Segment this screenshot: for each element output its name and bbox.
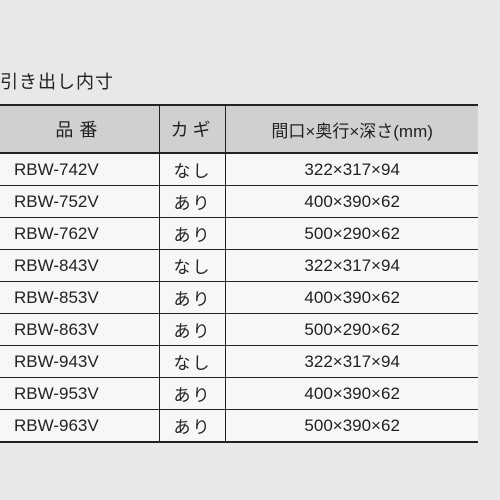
- cell-key: なし: [159, 153, 226, 186]
- table-header-row: 品番 カギ 間口×奥行×深さ(mm): [0, 105, 478, 153]
- table-body: RBW-742V なし 322×317×94 RBW-752V あり 400×3…: [0, 153, 478, 442]
- cell-key: あり: [159, 314, 226, 346]
- cell-key: あり: [159, 378, 226, 410]
- cell-dim: 322×317×94: [226, 250, 478, 282]
- cell-model: RBW-943V: [0, 346, 159, 378]
- cell-key: あり: [159, 410, 226, 443]
- cell-dim: 400×390×62: [226, 186, 478, 218]
- col-header-model: 品番: [0, 105, 159, 153]
- cell-model: RBW-863V: [0, 314, 159, 346]
- table-row: RBW-943V なし 322×317×94: [0, 346, 478, 378]
- table-row: RBW-853V あり 400×390×62: [0, 282, 478, 314]
- cell-key: あり: [159, 186, 226, 218]
- cell-model: RBW-762V: [0, 218, 159, 250]
- cell-dim: 500×390×62: [226, 410, 478, 443]
- page: 引き出し内寸 品番 カギ 間口×奥行×深さ(mm) RBW-742V なし 32…: [0, 0, 500, 500]
- cell-model: RBW-742V: [0, 153, 159, 186]
- col-header-key: カギ: [159, 105, 226, 153]
- cell-model: RBW-963V: [0, 410, 159, 443]
- table-row: RBW-863V あり 500×290×62: [0, 314, 478, 346]
- col-header-dim: 間口×奥行×深さ(mm): [226, 105, 478, 153]
- cell-dim: 322×317×94: [226, 346, 478, 378]
- cell-key: なし: [159, 250, 226, 282]
- cell-model: RBW-953V: [0, 378, 159, 410]
- cell-dim: 322×317×94: [226, 153, 478, 186]
- table-row: RBW-953V あり 400×390×62: [0, 378, 478, 410]
- table-row: RBW-742V なし 322×317×94: [0, 153, 478, 186]
- cell-key: あり: [159, 218, 226, 250]
- section-title: 引き出し内寸: [0, 68, 114, 94]
- cell-dim: 400×390×62: [226, 282, 478, 314]
- table-row: RBW-762V あり 500×290×62: [0, 218, 478, 250]
- table-row: RBW-963V あり 500×390×62: [0, 410, 478, 443]
- cell-model: RBW-752V: [0, 186, 159, 218]
- cell-model: RBW-843V: [0, 250, 159, 282]
- table-row: RBW-752V あり 400×390×62: [0, 186, 478, 218]
- cell-dim: 500×290×62: [226, 218, 478, 250]
- cell-dim: 400×390×62: [226, 378, 478, 410]
- cell-key: なし: [159, 346, 226, 378]
- cell-key: あり: [159, 282, 226, 314]
- table-row: RBW-843V なし 322×317×94: [0, 250, 478, 282]
- cell-model: RBW-853V: [0, 282, 159, 314]
- cell-dim: 500×290×62: [226, 314, 478, 346]
- spec-table: 品番 カギ 間口×奥行×深さ(mm) RBW-742V なし 322×317×9…: [0, 104, 478, 443]
